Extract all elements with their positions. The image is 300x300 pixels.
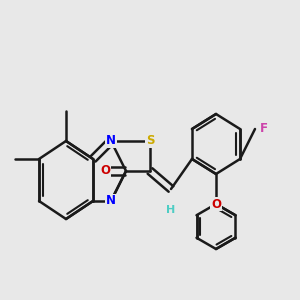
Text: H: H — [167, 205, 176, 215]
Text: N: N — [106, 194, 116, 208]
Text: N: N — [106, 134, 116, 148]
Text: O: O — [100, 164, 110, 178]
Text: O: O — [211, 197, 221, 211]
Text: S: S — [146, 134, 154, 148]
Text: F: F — [260, 122, 268, 136]
